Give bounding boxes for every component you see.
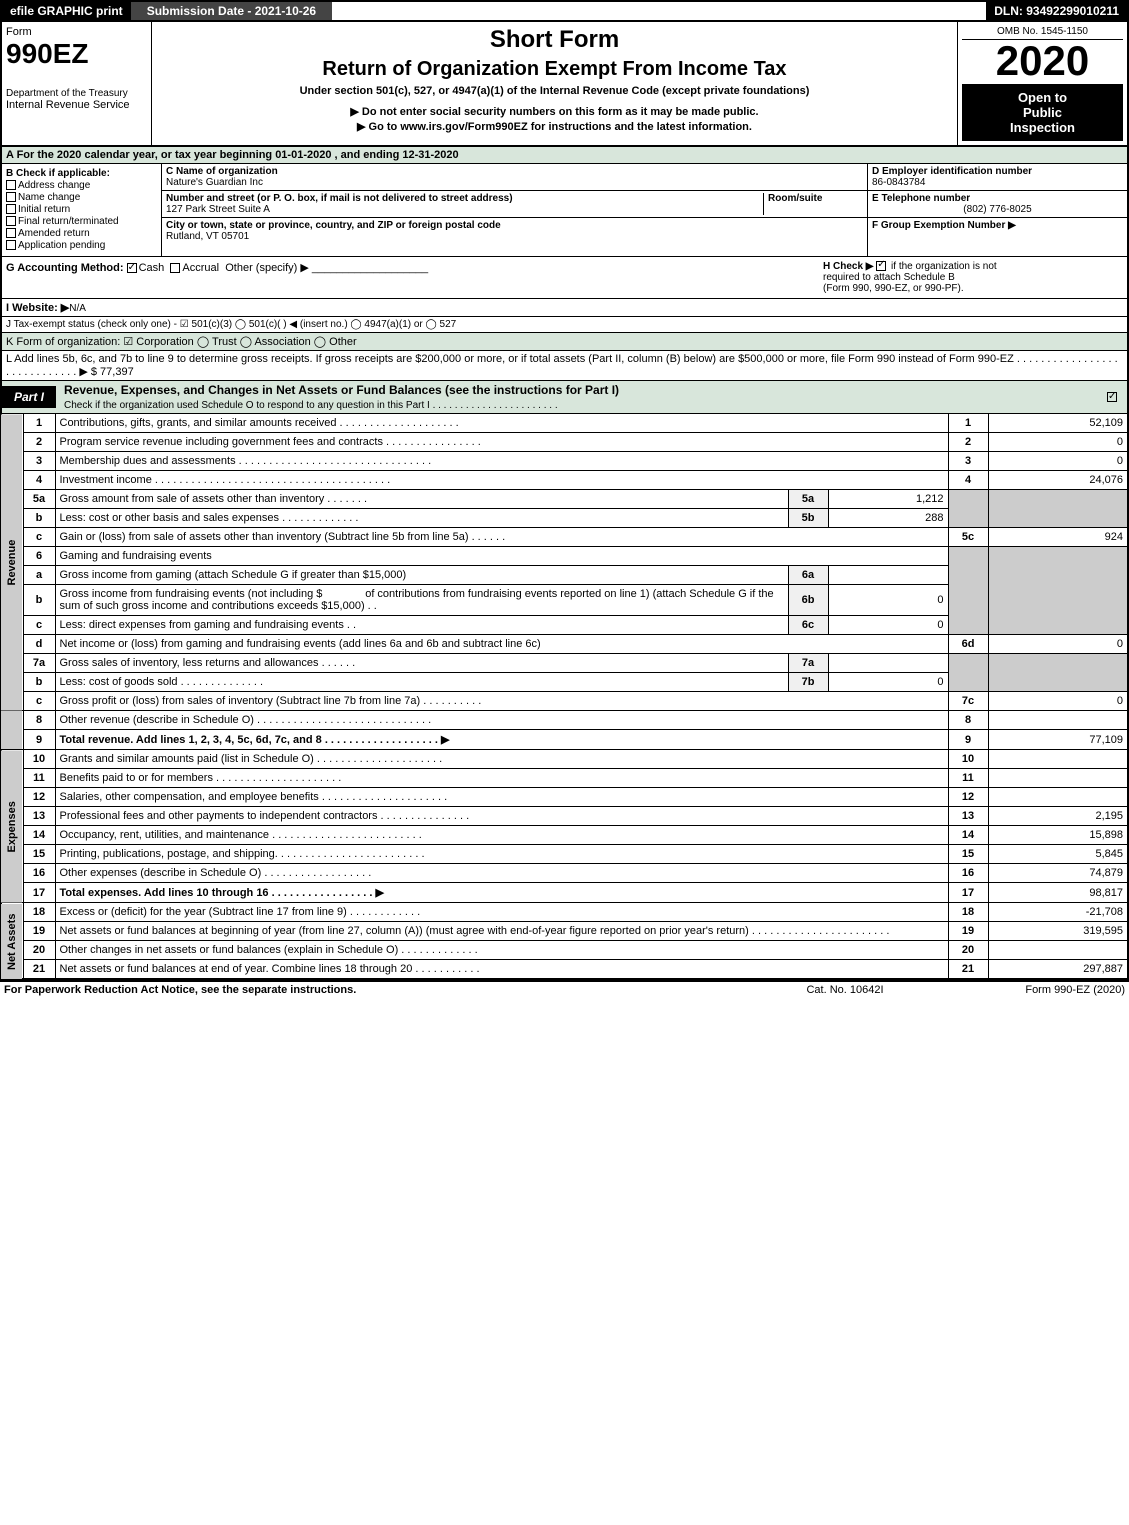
header-center: Short Form Return of Organization Exempt…	[152, 22, 957, 145]
line-8-value	[988, 711, 1128, 730]
line-13-value: 2,195	[988, 807, 1128, 826]
line-14-value: 15,898	[988, 826, 1128, 845]
city-label: City or town, state or province, country…	[166, 220, 863, 231]
line-6a-value	[828, 566, 948, 585]
revenue-side-label: Revenue	[1, 414, 23, 711]
line-7a-value	[828, 654, 948, 673]
chk-name-change[interactable]: Name change	[6, 192, 157, 203]
form-number: 990EZ	[6, 38, 147, 70]
room-label: Room/suite	[768, 193, 863, 204]
line-2-value: 0	[988, 433, 1128, 452]
info-grid: B Check if applicable: Address change Na…	[0, 164, 1129, 257]
section-l-gross-receipts: L Add lines 5b, 6c, and 7b to line 9 to …	[0, 351, 1129, 381]
ein-label: D Employer identification number	[872, 166, 1123, 177]
section-k-org-form: K Form of organization: ☑ Corporation ◯ …	[0, 333, 1129, 351]
gross-receipts-amount: $ 77,397	[91, 366, 134, 378]
part-1-title: Revenue, Expenses, and Changes in Net As…	[56, 381, 1107, 413]
line-6d-value: 0	[988, 635, 1128, 654]
chk-accrual[interactable]	[170, 263, 180, 273]
line-11-value	[988, 769, 1128, 788]
header-left: Form 990EZ Department of the Treasury In…	[2, 22, 152, 145]
line-5b-value: 288	[828, 509, 948, 528]
chk-schedule-b[interactable]	[876, 261, 886, 271]
submission-date: Submission Date - 2021-10-26	[131, 2, 332, 20]
main-title: Return of Organization Exempt From Incom…	[156, 58, 953, 81]
group-exemption-label: F Group Exemption Number ▶	[872, 220, 1123, 231]
line-16-value: 74,879	[988, 864, 1128, 883]
dept-treasury: Department of the Treasury	[6, 88, 147, 99]
part-1-tab: Part I	[2, 386, 56, 408]
line-10-value	[988, 750, 1128, 769]
section-b-title: B Check if applicable:	[6, 168, 157, 179]
org-name-label: C Name of organization	[166, 166, 863, 177]
header-right: OMB No. 1545-1150 2020 Open to Public In…	[957, 22, 1127, 145]
chk-cash[interactable]	[127, 263, 137, 273]
section-d-e-f: D Employer identification number 86-0843…	[867, 164, 1127, 256]
net-assets-table: Net Assets 18 Excess or (deficit) for th…	[0, 903, 1129, 980]
page-footer: For Paperwork Reduction Act Notice, see …	[0, 980, 1129, 998]
section-i-website: I Website: ▶N/A	[0, 299, 1129, 317]
catalog-number: Cat. No. 10642I	[745, 984, 945, 996]
chk-initial-return[interactable]: Initial return	[6, 204, 157, 215]
chk-amended-return[interactable]: Amended return	[6, 228, 157, 239]
line-1-desc: Contributions, gifts, grants, and simila…	[55, 414, 948, 433]
line-9-value: 77,109	[988, 730, 1128, 750]
form-header: Form 990EZ Department of the Treasury In…	[0, 22, 1129, 147]
chk-address-change[interactable]: Address change	[6, 180, 157, 191]
chk-application-pending[interactable]: Application pending	[6, 240, 157, 251]
line-6b-value: 0	[828, 585, 948, 616]
goto-link[interactable]: ▶ Go to www.irs.gov/Form990EZ for instru…	[156, 120, 953, 133]
section-g: G Accounting Method: Cash Accrual Other …	[6, 261, 823, 294]
line-20-value	[988, 941, 1128, 960]
section-c: C Name of organization Nature's Guardian…	[162, 164, 867, 256]
expenses-table: Expenses 10 Grants and similar amounts p…	[0, 750, 1129, 903]
line-4-value: 24,076	[988, 471, 1128, 490]
section-b: B Check if applicable: Address change Na…	[2, 164, 162, 256]
section-h: H Check ▶ if the organization is not req…	[823, 261, 1123, 294]
street-value: 127 Park Street Suite A	[166, 204, 763, 215]
line-19-value: 319,595	[988, 922, 1128, 941]
tax-year: 2020	[962, 40, 1123, 82]
line-17-value: 98,817	[988, 883, 1128, 903]
expenses-side-label: Expenses	[1, 750, 23, 903]
telephone-value: (802) 776-8025	[872, 204, 1123, 215]
street-label: Number and street (or P. O. box, if mail…	[166, 193, 763, 204]
efile-label[interactable]: efile GRAPHIC print	[2, 2, 131, 20]
line-7b-value: 0	[828, 673, 948, 692]
line-5a-value: 1,212	[828, 490, 948, 509]
dept-irs: Internal Revenue Service	[6, 99, 147, 111]
line-18-value: -21,708	[988, 903, 1128, 922]
ein-value: 86-0843784	[872, 177, 1123, 188]
line-12-value	[988, 788, 1128, 807]
top-bar: efile GRAPHIC print Submission Date - 20…	[0, 0, 1129, 22]
city-value: Rutland, VT 05701	[166, 231, 863, 242]
revenue-table: Revenue 1 Contributions, gifts, grants, …	[0, 414, 1129, 750]
short-form-title: Short Form	[156, 26, 953, 54]
line-21-value: 297,887	[988, 960, 1128, 980]
form-footer-id: Form 990-EZ (2020)	[945, 984, 1125, 996]
ssn-warning: ▶ Do not enter social security numbers o…	[156, 105, 953, 118]
line-1-value: 52,109	[988, 414, 1128, 433]
dln-label: DLN: 93492299010211	[986, 2, 1127, 20]
paperwork-notice: For Paperwork Reduction Act Notice, see …	[4, 984, 745, 996]
open-inspection-box: Open to Public Inspection	[962, 84, 1123, 141]
subtitle: Under section 501(c), 527, or 4947(a)(1)…	[156, 85, 953, 97]
line-15-value: 5,845	[988, 845, 1128, 864]
line-5c-value: 924	[988, 528, 1128, 547]
line-3-value: 0	[988, 452, 1128, 471]
line-7c-value: 0	[988, 692, 1128, 711]
telephone-label: E Telephone number	[872, 193, 1123, 204]
chk-final-return[interactable]: Final return/terminated	[6, 216, 157, 227]
section-j-tax-status: J Tax-exempt status (check only one) - ☑…	[0, 317, 1129, 333]
org-name: Nature's Guardian Inc	[166, 177, 863, 188]
form-word: Form	[6, 26, 147, 38]
part-1-checkbox[interactable]	[1107, 391, 1127, 403]
row-g-h: G Accounting Method: Cash Accrual Other …	[0, 257, 1129, 299]
netassets-side-label: Net Assets	[1, 903, 23, 979]
section-a-tax-year: A For the 2020 calendar year, or tax yea…	[0, 147, 1129, 164]
line-6c-value: 0	[828, 616, 948, 635]
part-1-header: Part I Revenue, Expenses, and Changes in…	[0, 381, 1129, 414]
